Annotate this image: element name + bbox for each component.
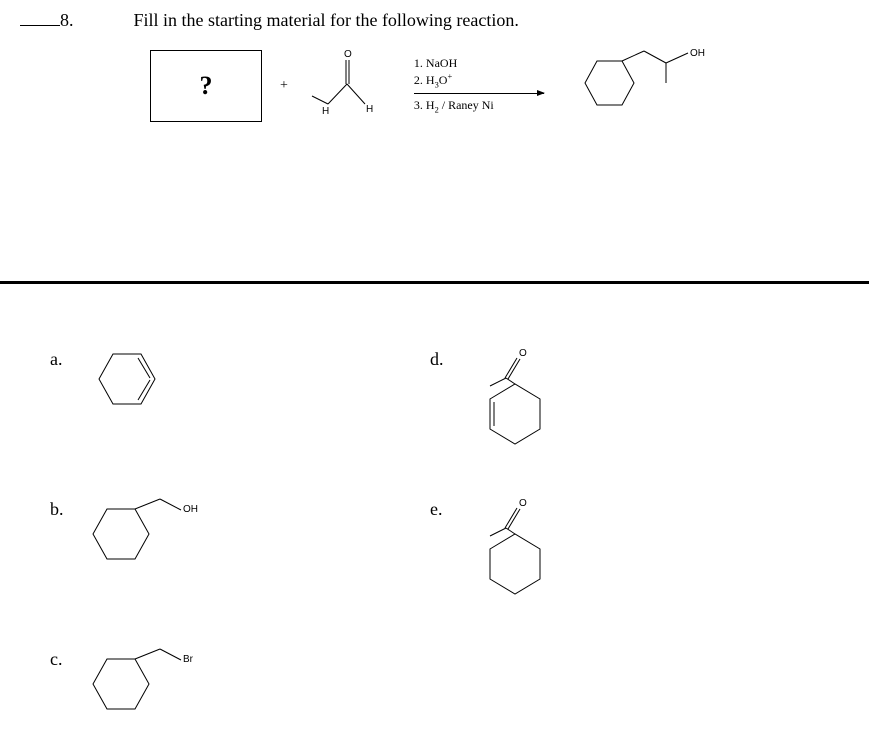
choice-b-oh-label: OH <box>183 504 198 515</box>
condition-step2: 2. H3O+ <box>414 72 457 91</box>
choice-b[interactable]: b. OH <box>50 494 400 614</box>
answer-blank[interactable]: 8. <box>20 10 74 31</box>
choice-d-label: d. <box>430 349 450 370</box>
choice-e-structure: O <box>465 494 565 614</box>
choice-b-label: b. <box>50 499 70 520</box>
reaction-scheme: ? + O H H 1. NaOH 2. H3O+ 3. H2 / Raney <box>150 41 849 131</box>
question-mark: ? <box>200 71 213 101</box>
oxygen-label: O <box>344 49 352 60</box>
reaction-conditions-bottom: 3. H2 / Raney Ni <box>414 97 494 116</box>
arrow-line <box>414 93 544 94</box>
answer-choices: a. d. O <box>50 344 849 724</box>
question-number: 8. <box>60 10 74 30</box>
choice-d[interactable]: d. O <box>430 344 780 464</box>
choice-b-structure: OH <box>85 494 215 574</box>
hydrogen-label-right: H <box>366 104 373 115</box>
question-prompt: Fill in the starting material for the fo… <box>134 10 519 31</box>
aldehyde-reagent-structure: O H H <box>306 46 386 126</box>
choice-a[interactable]: a. <box>50 344 400 464</box>
plus-sign: + <box>280 78 288 94</box>
product-structure: OH <box>572 41 722 131</box>
choice-e[interactable]: e. O <box>430 494 780 614</box>
question-header: 8. Fill in the starting material for the… <box>20 10 849 31</box>
hydrogen-label-left: H <box>322 106 329 117</box>
choice-a-label: a. <box>50 349 70 370</box>
choice-c-br-label: Br <box>183 654 194 665</box>
choice-c-structure: Br <box>85 644 215 724</box>
reaction-arrow: 1. NaOH 2. H3O+ 3. H2 / Raney Ni <box>414 56 544 116</box>
choice-c-label: c. <box>50 649 70 670</box>
choice-d-structure: O <box>465 344 565 464</box>
choice-d-o-label: O <box>519 348 527 359</box>
choice-e-label: e. <box>430 499 450 520</box>
reaction-conditions-top: 1. NaOH 2. H3O+ <box>414 56 457 91</box>
product-oh-label: OH <box>690 48 705 59</box>
section-divider <box>0 281 869 284</box>
choice-a-structure <box>85 344 165 424</box>
condition-step1: 1. NaOH <box>414 56 457 72</box>
choice-c[interactable]: c. Br <box>50 644 400 724</box>
choice-e-o-label: O <box>519 498 527 509</box>
unknown-starting-material-box: ? <box>150 50 262 122</box>
